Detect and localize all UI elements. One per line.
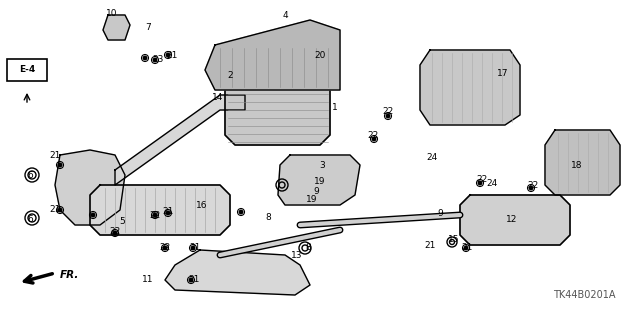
Circle shape [372,137,376,141]
Polygon shape [103,15,130,40]
Text: 5: 5 [119,218,125,226]
Text: TK44B0201A: TK44B0201A [553,290,616,300]
Text: 3: 3 [319,160,325,169]
Polygon shape [545,130,620,195]
Polygon shape [55,150,125,225]
Text: 1: 1 [332,103,338,113]
Text: 9: 9 [313,188,319,197]
Text: 24: 24 [486,179,498,188]
Circle shape [189,278,193,282]
Text: 22: 22 [159,242,171,251]
Text: 22: 22 [367,131,379,140]
Polygon shape [115,95,245,185]
Text: E-4: E-4 [19,65,35,75]
Text: 19: 19 [307,196,317,204]
Polygon shape [205,20,340,90]
Text: 14: 14 [212,93,224,102]
Polygon shape [420,50,520,125]
Circle shape [92,213,95,217]
Text: 19: 19 [314,177,326,187]
Text: 22: 22 [382,108,394,116]
Circle shape [143,56,147,60]
Text: 2: 2 [227,70,233,79]
Polygon shape [460,195,570,245]
Circle shape [166,211,170,215]
Text: 22: 22 [476,175,488,184]
Text: 11: 11 [142,276,154,285]
Circle shape [58,163,61,167]
Text: 24: 24 [426,153,438,162]
Text: 15: 15 [448,235,460,244]
Text: 16: 16 [196,201,208,210]
Text: 7: 7 [145,23,151,32]
Polygon shape [225,68,330,145]
Text: 13: 13 [291,250,303,259]
Text: 22: 22 [109,227,120,236]
Text: 22: 22 [149,211,161,219]
Circle shape [166,53,170,57]
FancyBboxPatch shape [7,59,47,81]
Text: 21: 21 [189,243,201,253]
Text: 21: 21 [49,205,61,214]
Circle shape [464,246,468,250]
Polygon shape [90,185,230,235]
Circle shape [153,58,157,62]
Text: 8: 8 [265,213,271,222]
Circle shape [163,246,167,250]
Circle shape [191,246,195,250]
Circle shape [478,181,482,185]
Text: 6: 6 [27,216,33,225]
Circle shape [387,114,390,118]
Circle shape [239,210,243,214]
Text: FR.: FR. [60,270,79,280]
Text: 21: 21 [49,151,61,160]
Text: 21: 21 [188,276,200,285]
Text: 6: 6 [27,170,33,180]
Text: 17: 17 [497,69,509,78]
Text: 21: 21 [163,207,173,217]
Text: 10: 10 [106,9,118,18]
Circle shape [113,231,116,235]
Text: 22: 22 [527,181,539,189]
Polygon shape [278,155,360,205]
Circle shape [58,208,61,212]
Text: 9: 9 [437,209,443,218]
Text: 18: 18 [572,160,583,169]
Text: 8: 8 [305,243,311,253]
Text: 23: 23 [152,56,164,64]
Text: 12: 12 [506,216,518,225]
Text: 20: 20 [314,50,326,60]
Polygon shape [165,250,310,295]
Text: 4: 4 [282,11,288,19]
Text: 21: 21 [461,242,473,251]
Circle shape [529,186,532,190]
Circle shape [153,213,157,217]
Text: 21: 21 [424,241,436,249]
Text: 21: 21 [166,50,178,60]
